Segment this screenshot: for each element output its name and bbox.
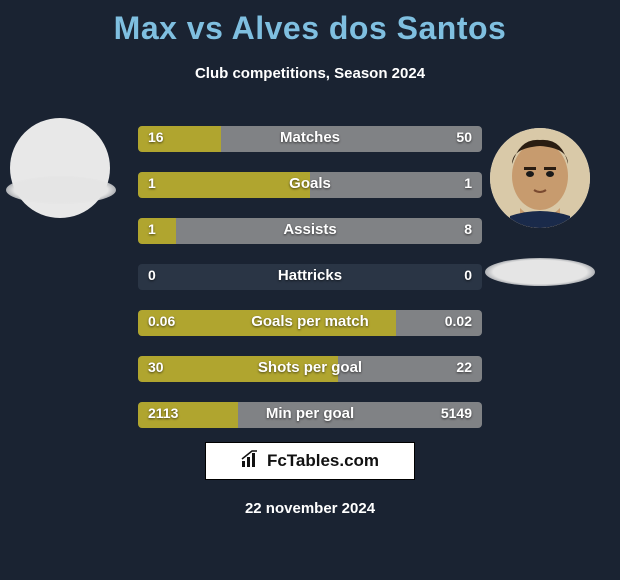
stat-value-left: 30 xyxy=(148,359,164,375)
stat-row: Assists1 8 xyxy=(138,218,482,244)
stat-value-right: 8 xyxy=(464,221,472,237)
subtitle: Club competitions, Season 2024 xyxy=(0,65,620,82)
stat-row: Hattricks0 0 xyxy=(138,264,482,290)
stat-label: Shots per goal xyxy=(138,359,482,376)
page-title: Max vs Alves dos Santos xyxy=(0,0,620,47)
player-right-shadow xyxy=(485,258,595,286)
stat-label: Goals xyxy=(138,175,482,192)
stat-value-left: 16 xyxy=(148,129,164,145)
stat-value-right: 22 xyxy=(456,359,472,375)
stat-value-right: 0 xyxy=(464,267,472,283)
stat-label: Matches xyxy=(138,129,482,146)
player-left-shadow xyxy=(6,176,116,204)
stats-bars: Matches1650Goals11Assists18Hattricks00Go… xyxy=(138,126,482,448)
stat-label: Goals per match xyxy=(138,313,482,330)
logo-text: FcTables.com xyxy=(267,451,379,471)
stat-value-right: 50 xyxy=(456,129,472,145)
stat-row: Goals per match0.06 0.02 xyxy=(138,310,482,336)
stat-label: Min per goal xyxy=(138,405,482,422)
stat-value-right: 1 xyxy=(464,175,472,191)
stat-row: Min per goal2113 5149 xyxy=(138,402,482,428)
date-text: 22 november 2024 xyxy=(0,500,620,517)
player-right-avatar xyxy=(490,128,590,228)
stat-value-left: 1 xyxy=(148,221,156,237)
chart-icon xyxy=(241,450,261,473)
fctables-logo: FcTables.com xyxy=(205,442,415,480)
player-right-face-icon xyxy=(490,128,590,228)
stat-row: Shots per goal30 22 xyxy=(138,356,482,382)
stat-value-left: 2113 xyxy=(148,405,178,421)
stat-row: Matches16 50 xyxy=(138,126,482,152)
stat-value-right: 0.02 xyxy=(445,313,472,329)
stat-value-left: 0.06 xyxy=(148,313,175,329)
stat-row: Goals1 1 xyxy=(138,172,482,198)
stat-label: Assists xyxy=(138,221,482,238)
stat-value-left: 1 xyxy=(148,175,156,191)
stat-value-right: 5149 xyxy=(441,405,472,421)
stat-value-left: 0 xyxy=(148,267,156,283)
stat-label: Hattricks xyxy=(138,267,482,284)
